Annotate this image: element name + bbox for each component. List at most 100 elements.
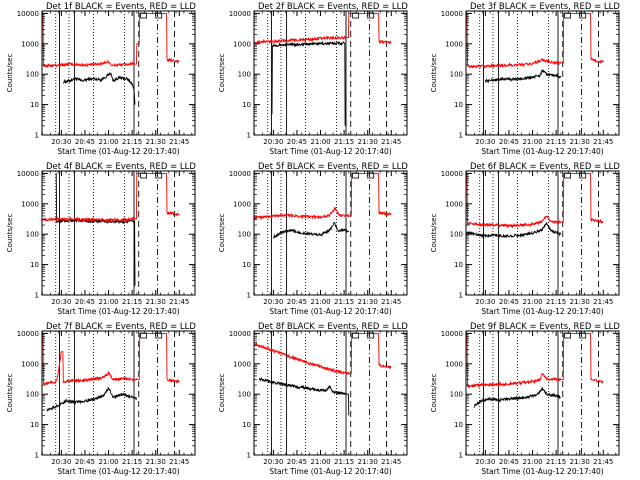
x-tick-label: 20:45 [499,298,519,306]
x-tick-label: 20:45 [499,458,519,466]
x-tick-label: 20:30 [475,458,495,466]
plot-frame [253,330,408,456]
y-tick-label: 1 [247,132,251,140]
y-tick-label: 10 [454,101,463,109]
x-axis-label: Start Time (01-Aug-12 20:17:40) [57,467,179,476]
saturation-marker [352,332,360,339]
x-tick-label: 21:15 [546,458,566,466]
y-tick-label: 10000 [441,330,463,338]
series-line-lld [466,172,604,229]
x-tick-label: 20:45 [75,458,95,466]
y-tick-label: 10 [30,101,39,109]
chart-panel-4: Det 4f BLACK = Events, RED = LLD Counts/s… [6,162,196,316]
x-tick-label: 21:15 [546,298,566,306]
series-line-events [466,221,562,239]
series-line-lld [466,12,604,70]
x-tick-label: 21:45 [593,298,613,306]
x-tick-label: 21:30 [358,458,378,466]
chart-title: Det 1f BLACK = Events, RED = LLD [46,2,196,12]
saturation-marker [352,12,360,19]
saturation-marker [140,12,148,19]
y-tick-label: 10 [242,421,251,429]
x-tick-label: 21:45 [169,138,189,146]
series-line-lld [42,172,180,223]
x-axis-label: Start Time (01-Aug-12 20:17:40) [481,307,603,316]
x-tick-label: 20:30 [475,138,495,146]
y-axis-label: Counts/sec [6,374,14,413]
y-axis-label: Counts/sec [218,374,226,413]
x-tick-label: 21:45 [381,298,401,306]
y-tick-label: 1 [459,292,463,300]
y-tick-label: 1 [35,132,39,140]
x-axis-label: Start Time (01-Aug-12 20:17:40) [57,147,179,156]
y-tick-label: 10000 [17,170,39,178]
x-tick-label: 21:15 [122,458,142,466]
y-axis-label: Counts/sec [430,374,438,413]
y-tick-label: 1000 [21,360,39,368]
series-line-events [258,377,350,416]
y-tick-label: 10 [242,261,251,269]
saturation-marker [564,332,572,339]
x-tick-label: 20:45 [499,138,519,146]
x-tick-label: 21:15 [546,138,566,146]
plot-frame [253,10,408,136]
y-tick-label: 10 [30,261,39,269]
y-tick-label: 1 [459,132,463,140]
x-tick-label: 20:45 [75,138,95,146]
x-tick-label: 21:00 [98,458,118,466]
x-tick-label: 21:15 [334,138,354,146]
series-line-events [62,72,136,105]
x-tick-label: 21:00 [522,298,542,306]
plot-frame [41,10,196,136]
plot-frame [465,10,620,136]
x-tick-label: 21:45 [381,458,401,466]
series-line-lld [254,172,392,220]
plot-frame [41,170,196,296]
x-tick-label: 21:00 [522,138,542,146]
x-tick-label: 21:15 [122,138,142,146]
y-tick-label: 100 [450,391,463,399]
x-axis-label: Start Time (01-Aug-12 20:17:40) [481,147,603,156]
y-tick-label: 10000 [229,330,251,338]
y-tick-label: 10000 [441,10,463,18]
y-tick-label: 1 [35,452,39,460]
y-tick-label: 10000 [17,10,39,18]
y-tick-label: 100 [26,391,39,399]
x-tick-label: 21:15 [334,458,354,466]
chart-title: Det 6f BLACK = Events, RED = LLD [470,162,620,172]
y-tick-label: 10 [242,101,251,109]
y-tick-label: 1000 [233,40,251,48]
x-axis-label: Start Time (01-Aug-12 20:17:40) [57,307,179,316]
y-tick-label: 1000 [445,200,463,208]
series-line-events [473,386,561,408]
saturation-marker [352,172,360,179]
x-tick-label: 21:30 [570,458,590,466]
y-tick-label: 100 [238,231,251,239]
x-tick-label: 20:45 [75,298,95,306]
series-line-events [46,387,138,412]
x-tick-label: 21:30 [358,298,378,306]
x-axis-label: Start Time (01-Aug-12 20:17:40) [481,467,603,476]
saturation-marker [140,172,148,179]
series-line-lld [466,332,604,389]
chart-panel-3: Det 3f BLACK = Events, RED = LLD Counts/s… [430,2,620,156]
chart-title: Det 9f BLACK = Events, RED = LLD [470,322,620,332]
y-tick-label: 1000 [21,40,39,48]
x-tick-label: 21:00 [522,458,542,466]
plot-frame [253,170,408,296]
x-tick-label: 21:30 [146,458,166,466]
series-line-events [272,222,350,239]
y-tick-label: 1 [459,452,463,460]
x-tick-label: 21:45 [593,458,613,466]
y-tick-label: 10 [454,421,463,429]
x-tick-label: 20:30 [51,298,71,306]
y-tick-label: 100 [450,231,463,239]
saturation-marker [564,172,572,179]
x-tick-label: 21:00 [310,458,330,466]
y-axis-label: Counts/sec [6,54,14,93]
series-line-lld [42,12,180,69]
x-tick-label: 20:45 [287,138,307,146]
plot-frame [41,330,196,456]
plot-frame [465,330,620,456]
